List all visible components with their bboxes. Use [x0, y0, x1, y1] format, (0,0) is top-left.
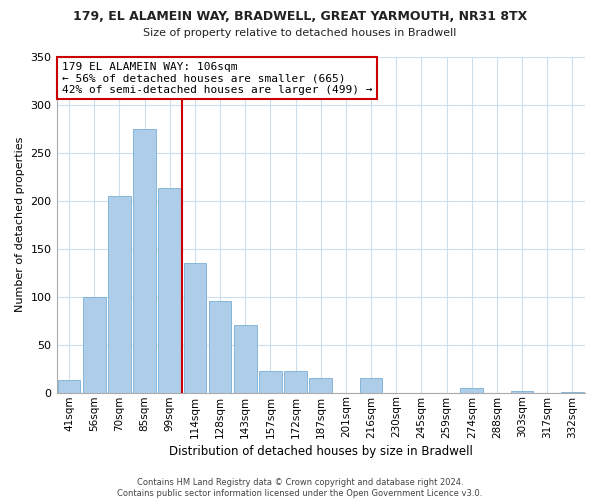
Text: 179, EL ALAMEIN WAY, BRADWELL, GREAT YARMOUTH, NR31 8TX: 179, EL ALAMEIN WAY, BRADWELL, GREAT YAR… [73, 10, 527, 23]
Bar [83, 296, 106, 392]
Y-axis label: Number of detached properties: Number of detached properties [15, 137, 25, 312]
Bar [209, 302, 232, 392]
Bar [511, 390, 533, 392]
Bar [158, 188, 181, 392]
X-axis label: Distribution of detached houses by size in Bradwell: Distribution of detached houses by size … [169, 444, 473, 458]
Bar [58, 380, 80, 392]
Bar [460, 388, 483, 392]
Bar [234, 326, 257, 392]
Bar [284, 370, 307, 392]
Bar [259, 370, 282, 392]
Bar [310, 378, 332, 392]
Bar [108, 196, 131, 392]
Text: Contains HM Land Registry data © Crown copyright and database right 2024.
Contai: Contains HM Land Registry data © Crown c… [118, 478, 482, 498]
Bar [133, 128, 156, 392]
Text: Size of property relative to detached houses in Bradwell: Size of property relative to detached ho… [143, 28, 457, 38]
Bar [360, 378, 382, 392]
Bar [184, 263, 206, 392]
Text: 179 EL ALAMEIN WAY: 106sqm
← 56% of detached houses are smaller (665)
42% of sem: 179 EL ALAMEIN WAY: 106sqm ← 56% of deta… [62, 62, 373, 94]
